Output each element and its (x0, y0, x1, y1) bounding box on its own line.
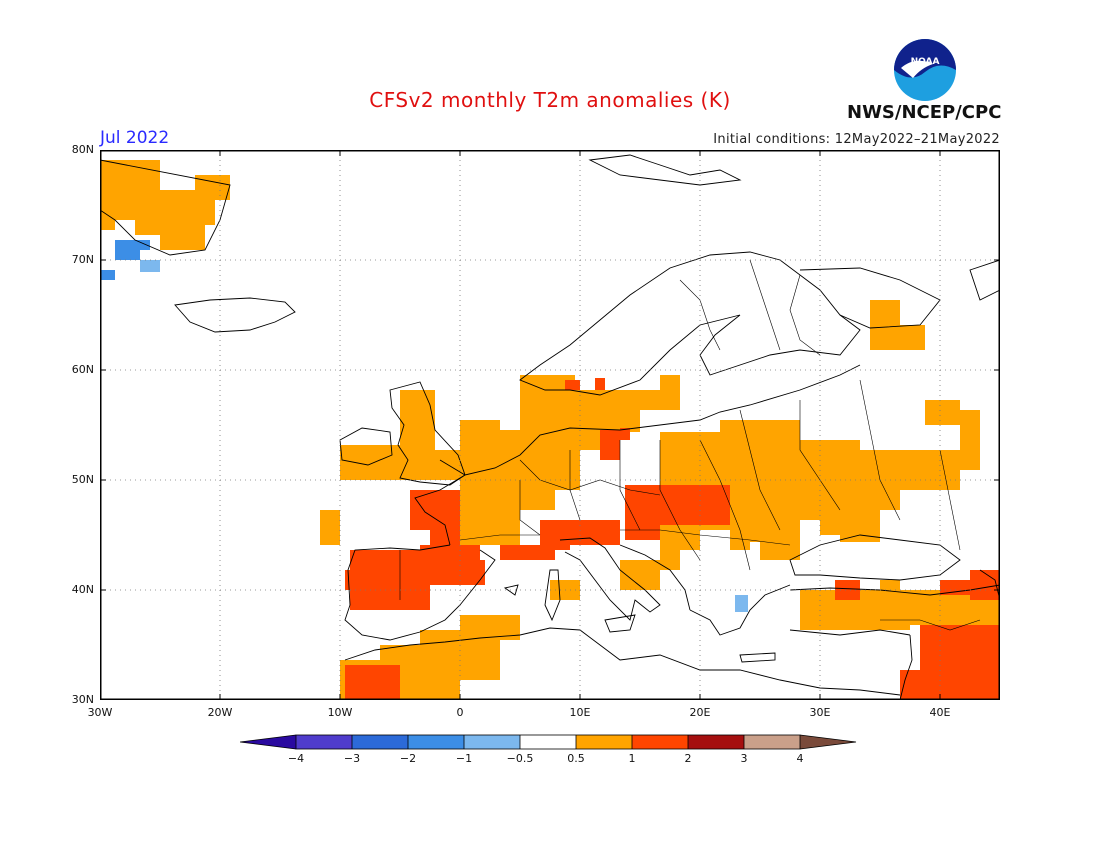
colorbar-arrow-high (800, 735, 856, 749)
iberia-coast (344, 544, 496, 641)
greece-coast (689, 584, 791, 636)
lon-label-0: 0 (456, 706, 464, 719)
lat-label-70n: 70N (71, 253, 94, 266)
lon-label-30w: 30W (87, 706, 113, 719)
colorbar-arrow-low (240, 735, 296, 749)
colorbar-bin (520, 735, 576, 749)
crete (739, 652, 776, 663)
lat-label-60n: 60N (71, 363, 94, 376)
colorbar-bin (632, 735, 688, 749)
colorbar-label: 3 (740, 752, 748, 765)
corsica-sardinia (544, 569, 561, 622)
noaa-logo: NOAA (894, 39, 956, 101)
colorbar-bin (464, 735, 520, 749)
country-borders (399, 259, 981, 631)
colorbar-bin (576, 735, 632, 749)
lon-label-30e: 30E (809, 706, 831, 719)
colorbar-label: 0.5 (567, 752, 585, 765)
novaya-zemlya (969, 259, 1000, 301)
initial-conditions: Initial conditions: 12May2022–21May2022 (713, 132, 1000, 147)
forecast-month: Jul 2022 (100, 128, 170, 148)
colorbar-label: 1 (628, 752, 636, 765)
france-coast (414, 474, 466, 546)
levant-coast (899, 634, 913, 700)
adriatic-coast (619, 544, 691, 611)
lon-label-10e: 10E (569, 706, 591, 719)
colorbar (240, 734, 857, 750)
balearic (503, 584, 519, 596)
colorbar-bin (688, 735, 744, 749)
map-frame (100, 150, 1000, 700)
colorbar-label: −4 (287, 752, 305, 765)
chart-title: CFSv2 monthly T2m anomalies (K) (369, 88, 731, 112)
greenland-coast (100, 159, 231, 256)
lat-label-30n: 30N (71, 693, 94, 706)
colorbar-bin (352, 735, 408, 749)
colorbar-label: 2 (684, 752, 692, 765)
colorbar-bin (296, 735, 352, 749)
lat-label-40n: 40N (71, 583, 94, 596)
colorbar-label: −0.5 (506, 752, 534, 765)
colorbar-label: −2 (399, 752, 417, 765)
graticule (100, 150, 1000, 700)
lon-label-20e: 20E (689, 706, 711, 719)
logo-text: NOAA (911, 57, 940, 67)
mainland-west-coast (439, 364, 861, 476)
colorbar-label: 4 (796, 752, 804, 765)
lon-label-10w: 10W (327, 706, 353, 719)
colorbar-bin (408, 735, 464, 749)
turkey-coast (789, 584, 1000, 596)
black-sea-coast (789, 534, 961, 581)
caspian-coast (979, 569, 1000, 601)
north-africa-coast (344, 627, 901, 696)
colorbar-bin (744, 735, 800, 749)
lat-label-50n: 50N (71, 473, 94, 486)
coastlines (100, 154, 1000, 700)
anomaly-map (100, 150, 1000, 700)
ireland-coast (339, 427, 393, 466)
anomaly-cool-blue (100, 240, 748, 612)
britain-coast (389, 381, 466, 486)
italy-coast (559, 537, 661, 621)
lat-label-80n: 80N (71, 143, 94, 156)
colorbar-label: −3 (343, 752, 361, 765)
svalbard-coast (588, 154, 742, 186)
sicily (604, 614, 636, 633)
anomaly-warm-red (345, 378, 1000, 700)
agency-label: NWS/NCEP/CPC (847, 102, 1002, 123)
lon-label-40e: 40E (929, 706, 951, 719)
scandinavia-coast (519, 251, 861, 396)
colorbar-label: −1 (455, 752, 473, 765)
lon-label-20w: 20W (207, 706, 233, 719)
iceland-coast (174, 297, 296, 333)
anatolia-south-coast (789, 629, 911, 636)
